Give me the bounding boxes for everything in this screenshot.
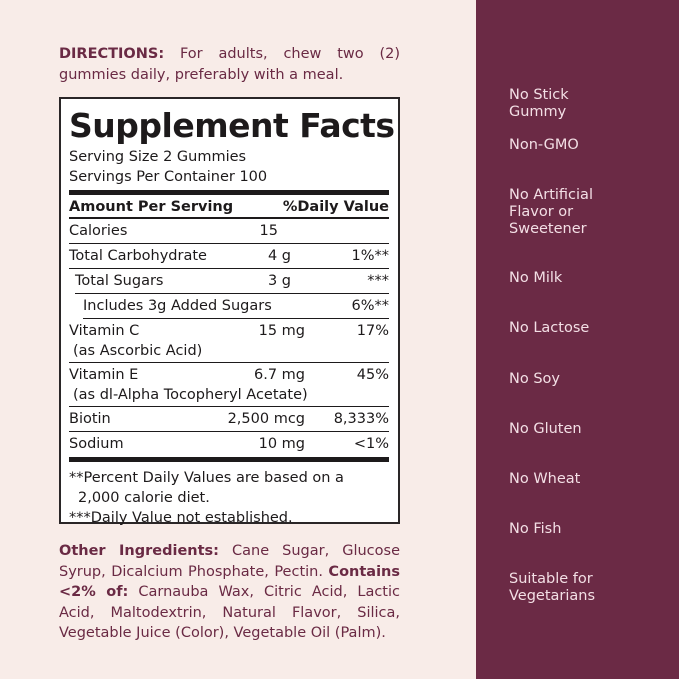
nutrient-amount: 15 mg — [258, 323, 305, 339]
nutrient-amount: 4 g — [267, 248, 291, 264]
amount-header: Amount Per Serving — [69, 199, 234, 215]
nutrient-name: Includes 3g Added Sugars — [83, 298, 272, 314]
facts-row: Total Carbohydrate 4 g 1%** — [69, 244, 389, 269]
facts-row: Calories 15 — [69, 219, 389, 244]
nutrient-dv: 8,333% — [333, 411, 389, 427]
nutrient-amount: 3 g — [267, 273, 291, 289]
directions: DIRECTIONS: For adults, chew two (2) gum… — [59, 44, 400, 86]
directions-text: For adults, chew two (2) gummies daily, … — [59, 46, 400, 83]
claim: No Fish — [509, 521, 562, 537]
claim: No Wheat — [509, 471, 581, 487]
nutrient-dv: 6%** — [351, 298, 389, 314]
directions-label: DIRECTIONS: — [59, 46, 165, 62]
facts-row: Vitamin C (as Ascorbic Acid) 15 mg 17% — [69, 319, 389, 363]
nutrient-name: Biotin — [69, 411, 111, 427]
claim: Suitable for Vegetarians — [509, 571, 596, 604]
supplement-facts-panel: Supplement Facts Serving Size 2 Gummies … — [59, 97, 400, 526]
claim: No Milk — [509, 270, 563, 286]
dv-header: %Daily Value — [282, 199, 389, 215]
claim: No Lactose — [509, 320, 590, 336]
serving-size: Serving Size 2 Gummies — [69, 149, 247, 165]
nutrient-dv: *** — [367, 273, 389, 289]
ingredients-label: Other Ingredients: — [59, 543, 219, 559]
footnote: ***Daily Value not established. — [69, 510, 293, 526]
nutrient-dv: 45% — [356, 367, 389, 383]
other-ingredients: Other Ingredients: Cane Sugar, Glucose S… — [59, 541, 400, 644]
footnotes: **Percent Daily Values are based on a 2,… — [69, 468, 389, 528]
facts-title: Supplement Facts — [69, 106, 395, 145]
nutrient-amount: 15 — [259, 223, 278, 239]
nutrient-name: Total Carbohydrate — [69, 248, 207, 264]
ingredients-text: Cane Sugar, Glucose Syrup, Dicalcium Pho… — [59, 543, 400, 580]
claim: No Artificial Flavor or Sweetener — [509, 187, 593, 237]
contains-label: Contains <2% of: — [59, 563, 400, 601]
contains-text: Carnauba Wax, Citric Acid, Lactic Acid, … — [59, 584, 400, 641]
claim: Non-GMO — [509, 137, 579, 153]
nutrient-name: Sodium — [69, 436, 124, 452]
claims-panel: No Stick Gummy Non-GMO No Artificial Fla… — [476, 0, 679, 679]
footnote: 2,000 calorie diet. — [78, 490, 210, 506]
nutrient-name: Vitamin C — [69, 323, 140, 339]
nutrient-dv: 17% — [356, 323, 389, 339]
nutrient-name: Total Sugars — [75, 273, 164, 289]
servings-per-container: Servings Per Container 100 — [69, 169, 268, 185]
nutrient-name: Vitamin E — [69, 367, 139, 383]
nutrient-source: (as dl-Alpha Tocopheryl Acetate) — [73, 387, 308, 403]
nutrient-amount: 6.7 mg — [254, 367, 305, 383]
facts-row: Biotin 2,500 mcg 8,333% — [69, 407, 389, 432]
facts-row: Sodium 10 mg <1% — [69, 432, 389, 457]
nutrient-dv: 1%** — [351, 248, 389, 264]
claim: No Gluten — [509, 421, 582, 437]
claim: No Stick Gummy — [509, 87, 569, 120]
nutrient-source: (as Ascorbic Acid) — [73, 343, 203, 359]
facts-row: Vitamin E (as dl-Alpha Tocopheryl Acetate… — [69, 363, 389, 407]
nutrient-name: Calories — [69, 223, 128, 239]
facts-row: Total Sugars 3 g *** — [75, 269, 389, 294]
thick-divider — [69, 457, 389, 462]
claim: No Soy — [509, 371, 560, 387]
nutrient-dv: <1% — [353, 436, 389, 452]
nutrient-amount: 2,500 mcg — [227, 411, 305, 427]
facts-header-row: Amount Per Serving %Daily Value — [69, 195, 389, 219]
thick-divider — [69, 190, 389, 195]
nutrient-amount: 10 mg — [258, 436, 305, 452]
facts-row: Includes 3g Added Sugars 6%** — [83, 294, 389, 319]
footnote: **Percent Daily Values are based on a — [69, 470, 344, 486]
